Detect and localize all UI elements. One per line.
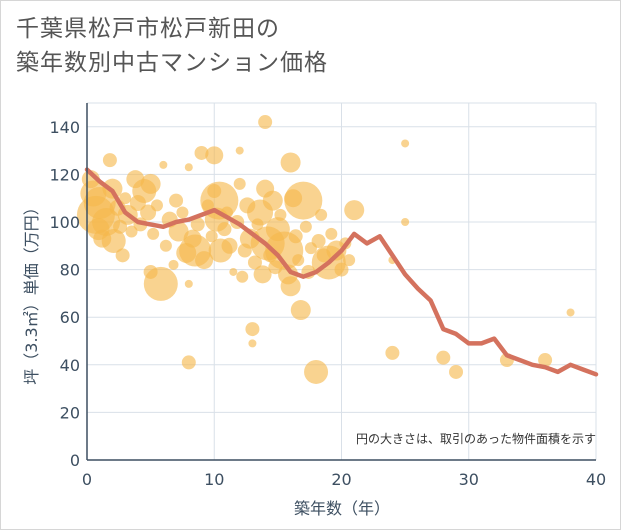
y-tick-label-140: 140: [49, 118, 80, 137]
bubble-41: [195, 251, 214, 270]
line-layer: [84, 167, 599, 377]
bubble-27: [159, 239, 172, 252]
x-tick-label-40: 40: [586, 470, 606, 489]
y-tick-label-40: 40: [60, 356, 80, 375]
bubble-6: [92, 208, 121, 236]
x-axis-title: 築年数（年）: [294, 499, 390, 518]
bubble-23: [147, 227, 160, 240]
y-tick-label-60: 60: [60, 308, 80, 327]
bubble-12: [115, 248, 130, 263]
y-tick-label-0: 0: [70, 451, 80, 470]
bubble-70: [262, 190, 283, 211]
chart-title-line1: 千葉県松戸市松戸新田の: [16, 16, 280, 42]
bubble-86: [304, 359, 329, 384]
bubble-54: [235, 146, 244, 155]
bubble-79: [288, 229, 303, 244]
x-tick-label-10: 10: [204, 470, 224, 489]
x-tick-label-20: 20: [331, 470, 351, 489]
bubble-98: [385, 345, 400, 360]
bubble-21: [140, 173, 161, 194]
bubble-25: [143, 266, 178, 301]
y-tick-label-120: 120: [49, 165, 80, 184]
bubble-7: [102, 153, 117, 168]
bubble-39: [190, 217, 205, 232]
bubble-34: [184, 163, 193, 172]
bubble-93: [334, 262, 349, 277]
y-tick-label-100: 100: [49, 213, 80, 232]
bubble-65: [253, 265, 272, 284]
x-tick-label-0: 0: [82, 470, 92, 489]
bubble-43: [205, 230, 218, 243]
bubble-73: [274, 208, 287, 221]
bubble-24: [150, 199, 163, 212]
bubble-80: [292, 254, 305, 267]
y-tick-label-20: 20: [60, 403, 80, 422]
bubble-81: [290, 300, 311, 321]
bubble-56: [236, 270, 249, 283]
axis-layer: 0 10 20 30 40 0 20 40 60 80 100 120 140: [49, 103, 606, 489]
bubble-62: [247, 255, 262, 270]
bubble-49: [217, 222, 232, 237]
bubble-44: [205, 146, 224, 165]
bubble-36: [184, 279, 193, 288]
bubble-13: [119, 192, 132, 205]
bubble-100: [401, 218, 410, 226]
y-axis-title: 坪（3.3㎡）単価（万円）: [22, 199, 41, 384]
bubble-104: [538, 353, 553, 368]
bubble-82: [284, 181, 323, 220]
bubble-35: [181, 355, 196, 370]
bubble-95: [343, 254, 356, 267]
bubble-87: [311, 234, 326, 249]
series-line-0: [84, 167, 599, 377]
bubble-55: [233, 177, 246, 190]
bubble-101: [436, 350, 451, 365]
bubble-83: [299, 220, 312, 233]
bubble-76: [280, 152, 301, 173]
bubble-96: [344, 200, 365, 221]
bubble-60: [245, 322, 260, 337]
bubble-67: [258, 115, 273, 130]
chart-title: 千葉県松戸市松戸新田の 築年数別中古マンション価格: [16, 12, 328, 80]
bubble-105: [566, 308, 575, 317]
bubble-51: [221, 237, 238, 254]
x-tick-label-30: 30: [459, 470, 479, 489]
bubble-9: [101, 229, 126, 254]
bubble-77: [280, 276, 301, 297]
bubble-15: [125, 225, 138, 238]
y-tick-label-80: 80: [60, 261, 80, 280]
bubble-91: [325, 227, 338, 240]
bubble-102: [449, 364, 464, 379]
bubble-32: [176, 206, 189, 219]
bubble-52: [229, 267, 238, 276]
bubble-88: [315, 208, 328, 221]
chart-title-line2: 築年数別中古マンション価格: [16, 50, 328, 76]
bubble-29: [168, 259, 179, 270]
bubble-99: [401, 139, 410, 148]
bubble-40: [194, 145, 209, 160]
bubble-30: [169, 193, 184, 208]
bubble-26: [159, 160, 168, 169]
bubble-61: [248, 339, 257, 348]
chart-note: 円の大きさは、取引のあった物件面積を示す: [356, 431, 596, 446]
bubble-31: [168, 221, 189, 242]
